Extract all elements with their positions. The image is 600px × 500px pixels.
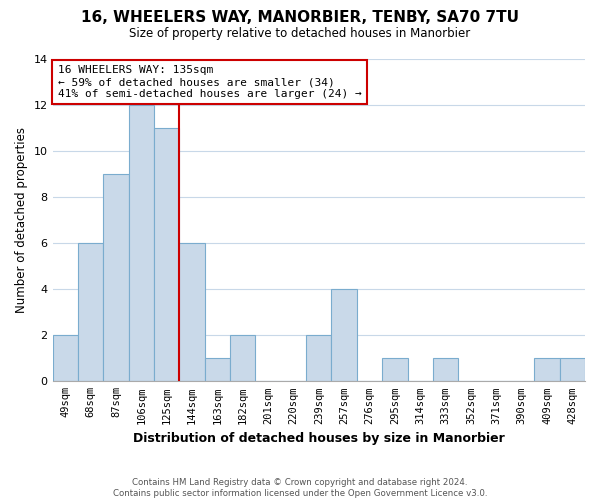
Bar xyxy=(306,336,331,382)
Bar xyxy=(154,128,179,382)
Bar xyxy=(205,358,230,382)
Bar xyxy=(128,105,154,382)
Bar xyxy=(103,174,128,382)
Y-axis label: Number of detached properties: Number of detached properties xyxy=(15,127,28,313)
Bar xyxy=(382,358,407,382)
Bar xyxy=(534,358,560,382)
Text: 16 WHEELERS WAY: 135sqm
← 59% of detached houses are smaller (34)
41% of semi-de: 16 WHEELERS WAY: 135sqm ← 59% of detache… xyxy=(58,66,362,98)
Bar xyxy=(78,243,103,382)
Bar xyxy=(230,336,256,382)
Text: 16, WHEELERS WAY, MANORBIER, TENBY, SA70 7TU: 16, WHEELERS WAY, MANORBIER, TENBY, SA70… xyxy=(81,10,519,25)
X-axis label: Distribution of detached houses by size in Manorbier: Distribution of detached houses by size … xyxy=(133,432,505,445)
Text: Contains HM Land Registry data © Crown copyright and database right 2024.
Contai: Contains HM Land Registry data © Crown c… xyxy=(113,478,487,498)
Bar xyxy=(433,358,458,382)
Bar xyxy=(179,243,205,382)
Text: Size of property relative to detached houses in Manorbier: Size of property relative to detached ho… xyxy=(130,28,470,40)
Bar xyxy=(331,289,357,382)
Bar xyxy=(53,336,78,382)
Bar xyxy=(560,358,585,382)
